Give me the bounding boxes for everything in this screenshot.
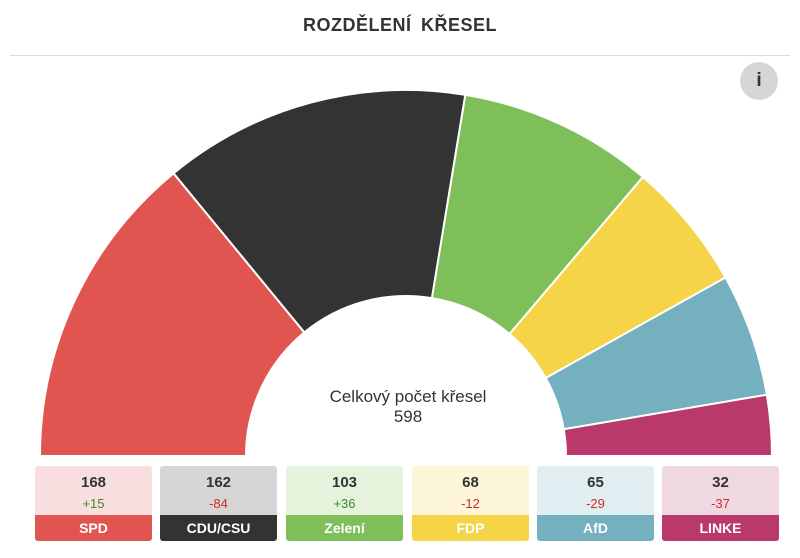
party-color-bar: SPD: [35, 515, 152, 541]
party-color-bar: Zelení: [286, 515, 403, 541]
party-card-afd[interactable]: 65 -29 AfD: [537, 466, 654, 541]
party-seat-change: -29: [586, 496, 605, 511]
party-seat-change: -84: [209, 496, 228, 511]
total-seats-value: 598: [393, 407, 423, 426]
party-card-fdp[interactable]: 68 -12 FDP: [412, 466, 529, 541]
party-card-cdu-csu[interactable]: 162 -84 CDU/CSU: [160, 466, 277, 541]
segment-spd[interactable]: [38, 171, 306, 457]
party-name: LINKE: [699, 520, 742, 536]
party-name: AfD: [583, 520, 608, 536]
party-seat-change: +15: [82, 496, 105, 511]
party-cards: 168 +15 SPD 162 -84 CDU/CSU 103 +36 Zelení 68 -12 F…: [0, 466, 800, 546]
info-icon: i: [756, 70, 762, 91]
segment-linke[interactable]: [562, 393, 774, 457]
party-color-bar: AfD: [537, 515, 654, 541]
party-color-bar: CDU/CSU: [160, 515, 277, 541]
party-seat-change: -12: [461, 496, 480, 511]
party-name: Zelení: [324, 520, 365, 536]
chart-title: ROZDĚLENÍ KŘESEL: [302, 15, 497, 35]
party-color-bar: FDP: [412, 515, 529, 541]
party-card-zelen-[interactable]: 103 +36 Zelení: [286, 466, 403, 541]
party-seats: 65: [587, 474, 604, 491]
party-name: FDP: [456, 520, 485, 536]
chart-header: ROZDĚLENÍ KŘESEL: [10, 0, 790, 56]
total-seats-label: Celkový počet křesel: [329, 387, 487, 406]
party-seats: 68: [462, 474, 479, 491]
party-card-spd[interactable]: 168 +15 SPD: [35, 466, 152, 541]
party-name: SPD: [79, 520, 108, 536]
party-name: CDU/CSU: [186, 520, 251, 536]
party-seat-change: -37: [711, 496, 730, 511]
segment-cdu-csu[interactable]: [172, 89, 467, 334]
party-seats: 162: [205, 474, 232, 491]
party-seat-change: +36: [333, 496, 356, 511]
party-card-linke[interactable]: 32 -37 LINKE: [662, 466, 779, 541]
party-seats: 103: [331, 474, 358, 491]
info-button[interactable]: i: [740, 62, 778, 100]
party-seats: 168: [80, 474, 107, 491]
party-seats: 32: [712, 474, 729, 491]
party-color-bar: LINKE: [662, 515, 779, 541]
